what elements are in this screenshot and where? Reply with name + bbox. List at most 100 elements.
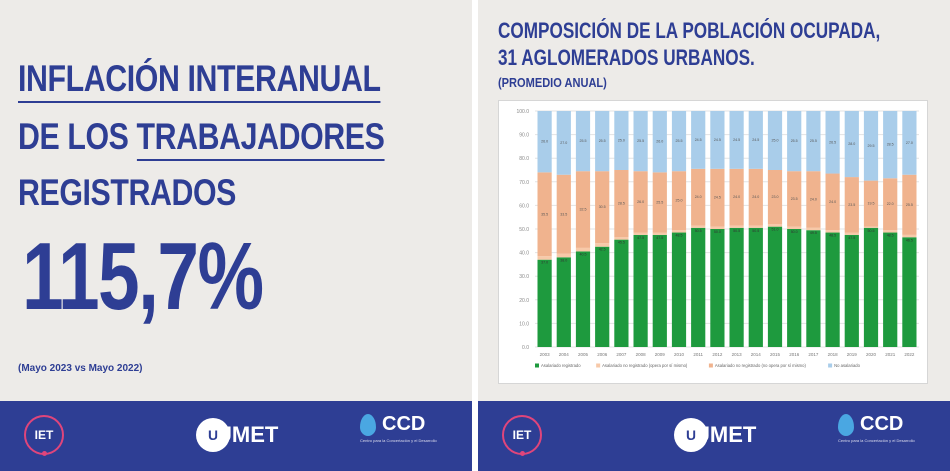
data-label: 25.5 — [599, 139, 606, 143]
bar-segment — [844, 177, 859, 233]
bar-segment — [575, 111, 591, 172]
data-label: 42.5 — [599, 248, 606, 252]
bar-segment — [671, 230, 687, 233]
data-label: 30.5 — [599, 205, 606, 209]
data-label: 25.5 — [580, 139, 587, 143]
y-tick-label: 0.0 — [522, 345, 529, 351]
headline-line-2: DE LOS TRABAJADORES — [18, 116, 385, 161]
y-tick-label: 90.0 — [519, 133, 529, 139]
ccd-logo: CCD Centro para la Concertación y el Des… — [838, 413, 915, 443]
iet-logo: IET — [24, 415, 64, 456]
bar-segment — [556, 174, 571, 254]
data-label: 25.0 — [676, 199, 683, 203]
bar-segment — [748, 168, 763, 226]
x-tick-label: 2003 — [540, 352, 551, 357]
data-label: 50.5 — [733, 229, 740, 233]
data-label: 27.0 — [560, 141, 567, 145]
data-label: 51.0 — [772, 228, 779, 232]
data-label: 24.0 — [752, 195, 759, 199]
left-panel: INFLACIÓN INTERANUAL DE LOS TRABAJADORES… — [0, 0, 472, 471]
data-label: 50.5 — [868, 229, 875, 233]
data-label: 37.0 — [541, 261, 548, 265]
headline-line-2-prefix: DE LOS — [18, 116, 137, 157]
bar-segment — [652, 232, 667, 235]
data-label: 24.0 — [695, 195, 702, 199]
ccd-drop-icon — [360, 413, 376, 436]
x-tick-label: 2010 — [674, 352, 685, 357]
bar-segment — [671, 111, 687, 172]
bar-segment — [902, 234, 917, 238]
x-tick-label: 2019 — [847, 352, 858, 357]
bar-segment — [710, 226, 725, 229]
chart-title-line-2: 31 AGLOMERADOS URBANOS. — [498, 45, 755, 70]
data-label: 25.5 — [810, 139, 817, 143]
legend-label: Asalariado no registrado (opera por sí m… — [602, 363, 688, 368]
bar-segment — [652, 111, 667, 173]
bar-segment — [825, 173, 840, 231]
data-label: 45.5 — [618, 241, 625, 245]
bar-segment — [902, 174, 917, 235]
data-label: 28.5 — [887, 143, 894, 147]
data-label: 24.5 — [752, 138, 759, 142]
data-label: 50.0 — [714, 230, 721, 234]
data-label: 49.5 — [810, 231, 817, 235]
bar-segment — [652, 172, 667, 233]
bar-segment — [863, 227, 879, 347]
bar-segment — [767, 226, 783, 347]
headline-line-1: INFLACIÓN INTERANUAL — [18, 58, 381, 103]
period-footnote: (Mayo 2023 vs Mayo 2022) — [18, 363, 143, 374]
data-label: 25.5 — [676, 139, 683, 143]
bar-segment — [748, 225, 763, 228]
data-label: 50.5 — [695, 229, 702, 233]
bar-segment — [575, 251, 591, 347]
bar-segment — [844, 232, 859, 235]
y-tick-label: 60.0 — [519, 203, 529, 209]
legend-swatch — [828, 363, 833, 368]
bar-segment — [595, 243, 610, 247]
bar-segment — [806, 171, 821, 228]
data-label: 25.0 — [618, 139, 625, 143]
legend-swatch — [535, 363, 539, 368]
iet-logo-dot — [520, 451, 525, 456]
data-label: 32.5 — [580, 208, 587, 212]
data-label: 26.5 — [829, 140, 836, 144]
y-tick-label: 40.0 — [519, 251, 529, 257]
data-label: 26.0 — [541, 140, 548, 144]
iet-logo-text: IET — [34, 428, 54, 442]
bar-segment — [537, 259, 552, 347]
x-tick-label: 2011 — [693, 352, 703, 357]
chart-title-line-1: COMPOSICIÓN DE LA POBLACIÓN OCUPADA, — [498, 18, 881, 43]
bar-segment — [806, 230, 821, 347]
bar-segment — [844, 234, 859, 347]
bar-segment — [633, 234, 648, 347]
headline-line-2-underlined: TRABAJADORES — [136, 116, 385, 161]
x-tick-label: 2018 — [828, 352, 839, 357]
bar-segment — [767, 170, 783, 225]
inflation-value: 115,7% — [22, 223, 264, 330]
bar-segment — [863, 180, 879, 227]
bar-segment — [883, 232, 898, 347]
bar-segment — [614, 239, 629, 347]
bar-segment — [691, 227, 706, 347]
umet-logo: U UMET — [674, 415, 756, 455]
ccd-logo-text: CCD — [860, 413, 904, 435]
data-label: 25.5 — [906, 203, 913, 207]
ccd-logo: CCD Centro para la Concertación y el Des… — [360, 413, 437, 443]
data-label: 48.5 — [887, 234, 894, 238]
data-label: 26.0 — [656, 140, 663, 144]
right-panel: COMPOSICIÓN DE LA POBLACIÓN OCUPADA, 31 … — [478, 0, 950, 471]
data-label: 24.0 — [733, 195, 740, 199]
bar-segment — [729, 168, 744, 226]
data-label: 23.0 — [772, 195, 779, 199]
data-label: 24.0 — [810, 198, 817, 202]
data-label: 26.0 — [637, 200, 644, 204]
data-label: 24.5 — [714, 138, 721, 142]
bar-segment — [691, 111, 706, 169]
data-label: 22.0 — [887, 202, 894, 206]
y-tick-label: 80.0 — [519, 156, 529, 162]
data-label: 25.5 — [656, 200, 663, 204]
legend-swatch — [596, 363, 601, 368]
bar-segment — [556, 253, 571, 258]
bar-segment — [825, 111, 840, 174]
data-label: 28.0 — [848, 142, 855, 146]
